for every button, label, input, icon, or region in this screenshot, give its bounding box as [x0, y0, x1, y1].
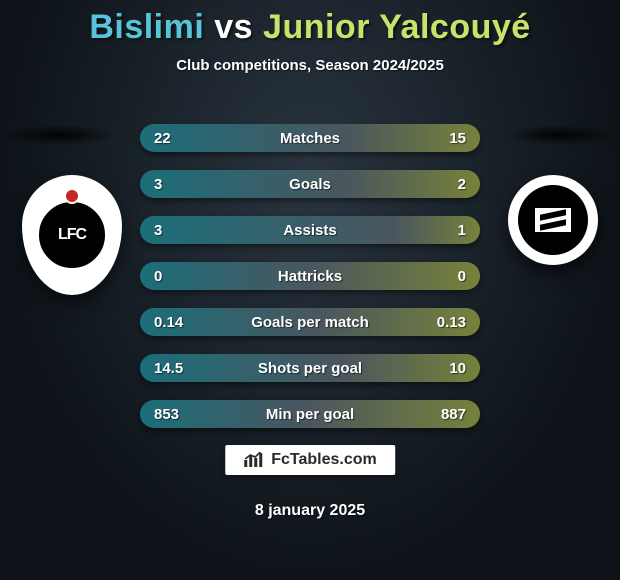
club-logo-right-flag	[535, 208, 571, 232]
stat-label: Matches	[194, 130, 426, 147]
club-logo-right	[508, 175, 598, 265]
stat-bar: 853Min per goal887	[140, 400, 480, 428]
watermark-text: FcTables.com	[271, 451, 377, 469]
stat-value-right: 1	[426, 222, 466, 239]
stat-value-right: 15	[426, 130, 466, 147]
stat-value-right: 0	[426, 268, 466, 285]
stat-value-right: 2	[426, 176, 466, 193]
stat-label: Goals per match	[194, 314, 426, 331]
stat-value-left: 14.5	[154, 360, 194, 377]
player1-name: Bislimi	[89, 8, 204, 46]
club-logo-left-text: LFC	[58, 226, 86, 244]
vs-text: vs	[214, 8, 253, 46]
stat-value-left: 0.14	[154, 314, 194, 331]
stat-label: Goals	[194, 176, 426, 193]
stat-value-right: 0.13	[426, 314, 466, 331]
stat-label: Min per goal	[194, 406, 426, 423]
logo-shadow-left	[5, 125, 115, 145]
logo-shadow-right	[505, 125, 615, 145]
stat-value-left: 22	[154, 130, 194, 147]
stat-value-right: 10	[426, 360, 466, 377]
stat-label: Hattricks	[194, 268, 426, 285]
subtitle: Club competitions, Season 2024/2025	[0, 57, 620, 74]
club-logo-left-dot	[64, 188, 80, 204]
stat-value-left: 0	[154, 268, 194, 285]
stat-value-left: 3	[154, 222, 194, 239]
stat-label: Shots per goal	[194, 360, 426, 377]
stat-bar: 0Hattricks0	[140, 262, 480, 290]
watermark-icon	[243, 452, 263, 468]
club-logo-left: LFC	[22, 175, 122, 295]
stat-bar: 22Matches15	[140, 124, 480, 152]
stat-label: Assists	[194, 222, 426, 239]
stat-bar: 14.5Shots per goal10	[140, 354, 480, 382]
stat-value-left: 853	[154, 406, 194, 423]
stat-value-left: 3	[154, 176, 194, 193]
stat-bar: 0.14Goals per match0.13	[140, 308, 480, 336]
stat-bar: 3Goals2	[140, 170, 480, 198]
stat-value-right: 887	[426, 406, 466, 423]
stat-bar: 3Assists1	[140, 216, 480, 244]
watermark: FcTables.com	[225, 445, 395, 475]
stat-bars: 22Matches153Goals23Assists10Hattricks00.…	[140, 124, 480, 446]
date-text: 8 january 2025	[0, 502, 620, 520]
club-logo-left-inner: LFC	[35, 198, 109, 272]
player2-name: Junior Yalcouyé	[263, 8, 531, 46]
club-logo-right-inner	[518, 185, 588, 255]
page-title: Bislimi vs Junior Yalcouyé	[0, 0, 620, 47]
